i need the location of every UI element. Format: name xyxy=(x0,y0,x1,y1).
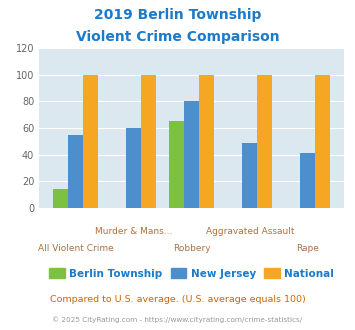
Bar xyxy=(169,121,184,208)
Bar xyxy=(68,135,83,208)
Text: All Violent Crime: All Violent Crime xyxy=(38,244,114,253)
Bar xyxy=(242,143,257,208)
Bar xyxy=(184,101,199,208)
Bar xyxy=(315,75,331,208)
Bar xyxy=(141,75,156,208)
Legend: Berlin Township, New Jersey, National: Berlin Township, New Jersey, National xyxy=(45,264,338,283)
Text: Robbery: Robbery xyxy=(173,244,211,253)
Bar xyxy=(257,75,272,208)
Text: 2019 Berlin Township: 2019 Berlin Township xyxy=(94,8,261,22)
Bar xyxy=(126,128,141,208)
Text: Rape: Rape xyxy=(296,244,319,253)
Text: Violent Crime Comparison: Violent Crime Comparison xyxy=(76,30,279,44)
Text: Aggravated Assault: Aggravated Assault xyxy=(206,227,294,236)
Text: © 2025 CityRating.com - https://www.cityrating.com/crime-statistics/: © 2025 CityRating.com - https://www.city… xyxy=(53,317,302,323)
Text: Murder & Mans...: Murder & Mans... xyxy=(95,227,172,236)
Bar xyxy=(300,153,315,208)
Bar xyxy=(83,75,98,208)
Bar xyxy=(53,189,68,208)
Bar xyxy=(199,75,214,208)
Text: Compared to U.S. average. (U.S. average equals 100): Compared to U.S. average. (U.S. average … xyxy=(50,295,305,304)
